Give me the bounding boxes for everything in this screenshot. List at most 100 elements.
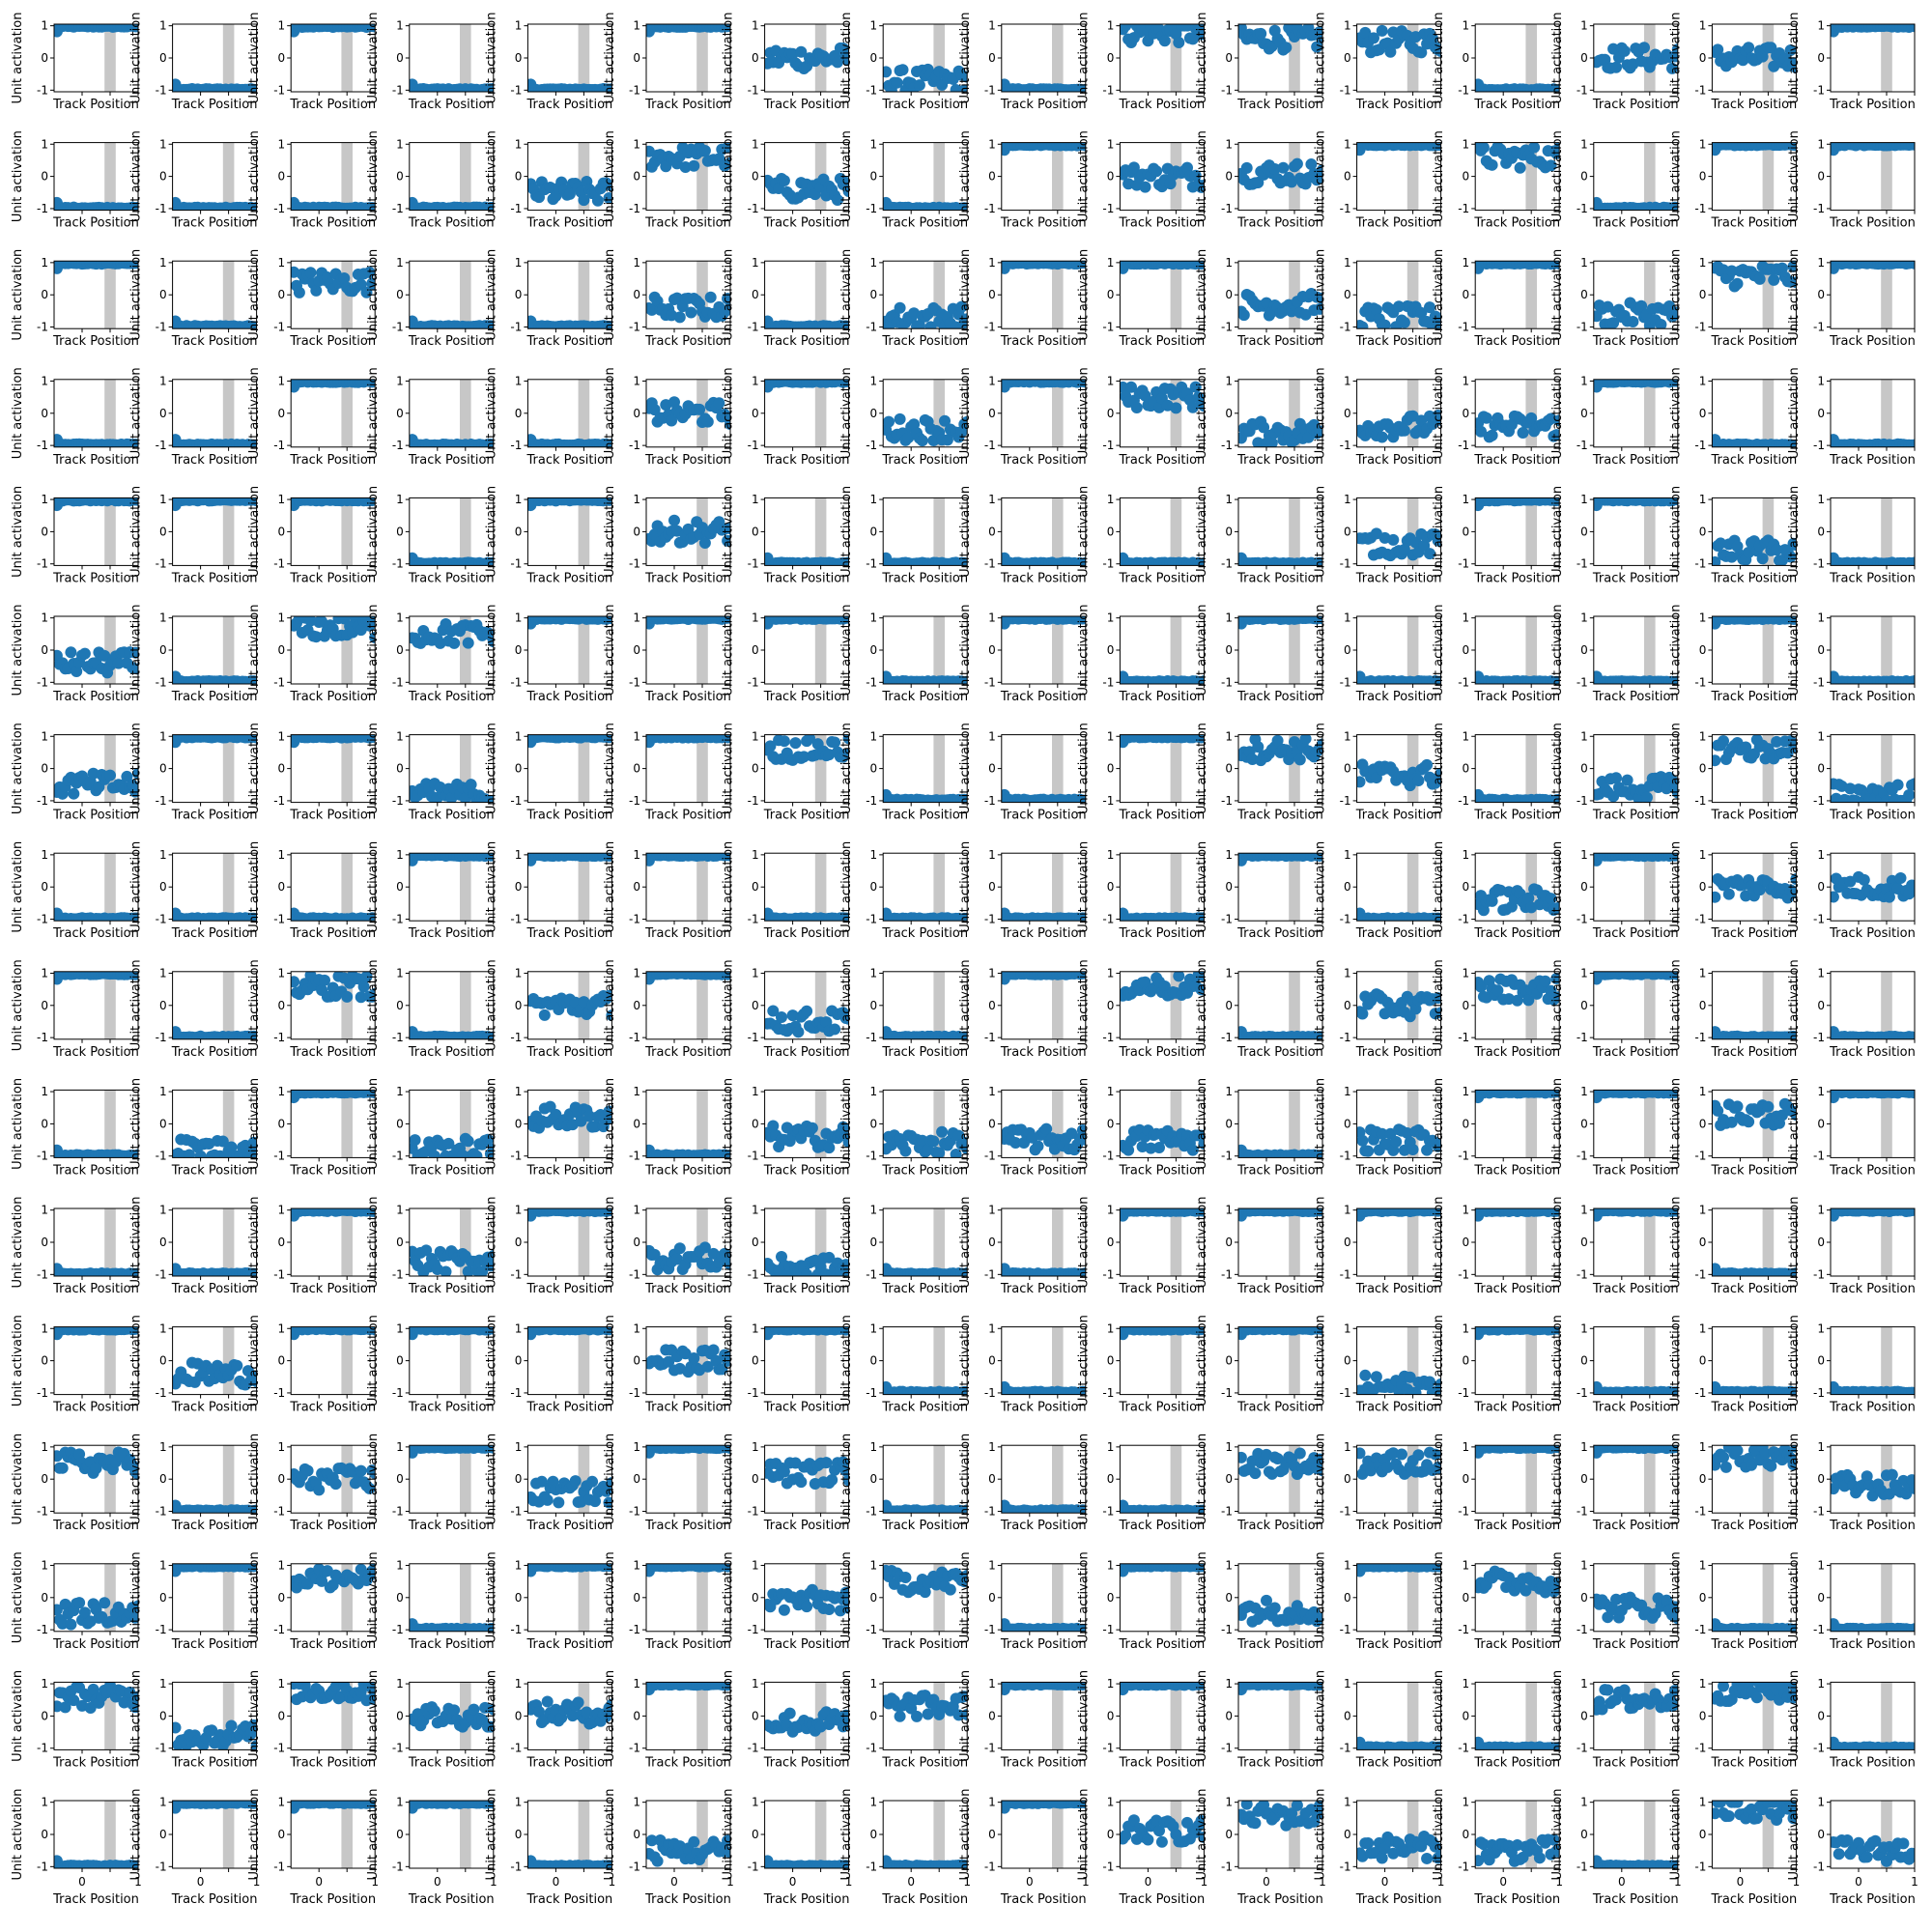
y-tick-label: -1 [866,557,877,571]
y-tick-label: 0 [633,643,640,657]
y-tick-label: 1 [159,374,167,387]
shaded-region [1407,261,1419,328]
data-point [1120,20,1131,32]
data-point [895,302,906,314]
y-tick-label: 0 [1817,407,1825,420]
scatter-points [1828,20,1920,38]
x-axis-label: Track Position [881,98,968,112]
y-tick-label: 1 [515,374,523,387]
data-point [1619,45,1631,57]
shaded-region [815,380,827,447]
y-axis-label: Unit activation [1787,605,1802,696]
y-tick-label: 0 [278,643,286,657]
x-axis-label: Track Position [763,216,850,231]
axes-frame [173,735,257,803]
axes-frame [646,616,730,684]
axes-frame [1475,24,1559,92]
y-tick-label: 1 [1344,611,1351,625]
y-tick-label: 1 [1107,256,1115,270]
x-axis-label: Track Position [1711,334,1798,349]
y-tick-label: -1 [1340,321,1351,334]
y-axis-label: Unit activation [1668,13,1683,104]
y-tick-label: 0 [752,288,759,301]
y-axis-label: Unit activation [129,249,144,341]
y-tick-label: -1 [1577,439,1588,452]
y-tick-label: 1 [752,729,759,743]
y-tick-label: 0 [1225,643,1233,657]
y-tick-label: 1 [1344,374,1351,387]
data-point [1277,162,1289,174]
y-tick-label: -1 [37,439,48,452]
y-tick-label: -1 [156,202,167,215]
y-tick-label: 1 [1580,374,1588,387]
y-tick-label: -1 [748,557,759,571]
y-tick-label: 1 [1699,137,1707,151]
y-tick-label: 0 [988,407,996,420]
y-axis-label: Unit activation [129,723,144,814]
y-tick-label: 1 [752,256,759,270]
shaded-region [1052,143,1064,211]
axes-frame [1831,143,1915,211]
y-axis-label: Unit activation [603,367,617,459]
y-tick-label: 1 [278,374,286,387]
y-axis-label: Unit activation [247,486,262,578]
x-axis-label: Track Position [763,453,850,468]
y-tick-label: -1 [273,83,285,97]
y-tick-label: 0 [1463,407,1470,420]
x-axis-label: Track Position [1236,334,1323,349]
x-axis-label: Track Position [644,809,731,823]
y-tick-label: 0 [515,643,523,657]
y-tick-label: 0 [870,643,878,657]
axes-frame [54,497,138,565]
y-tick-label: 0 [633,407,640,420]
x-axis-label: Track Position [289,571,376,585]
data-point [705,292,717,303]
y-tick-label: 1 [1817,611,1825,625]
y-tick-label: 1 [1344,256,1351,270]
shaded-region [1525,616,1537,684]
y-tick-label: -1 [1340,83,1351,97]
y-tick-label: 1 [1107,493,1115,506]
x-axis-label: Track Position [289,453,376,468]
shaded-region [104,24,116,92]
shaded-region [1052,497,1064,565]
x-axis-label: Track Position [526,809,613,823]
y-tick-label: 0 [159,170,167,184]
y-axis-label: Unit activation [958,13,973,104]
y-axis-label: Unit activation [722,367,736,459]
axes-frame [1120,735,1204,803]
shaded-region [223,143,235,211]
axes-frame [173,24,257,92]
shaded-region [1881,24,1892,92]
y-tick-label: 0 [1225,288,1233,301]
y-tick-label: 1 [1817,493,1825,506]
y-axis-label: Unit activation [1668,605,1683,696]
y-tick-label: -1 [392,439,404,452]
axes-frame [1002,497,1086,565]
y-tick-label: -1 [984,83,996,97]
x-axis-label: Track Position [408,334,495,349]
x-axis-label: Track Position [1236,453,1323,468]
y-axis-label: Unit activation [1550,249,1565,341]
shaded-region [341,497,353,565]
x-axis-label: Track Position [1592,216,1679,231]
x-axis-label: Track Position [1000,98,1087,112]
axes-frame [1120,497,1204,565]
y-tick-label: -1 [748,675,759,689]
data-point [685,306,696,318]
y-axis-label: Unit activation [1668,249,1683,341]
